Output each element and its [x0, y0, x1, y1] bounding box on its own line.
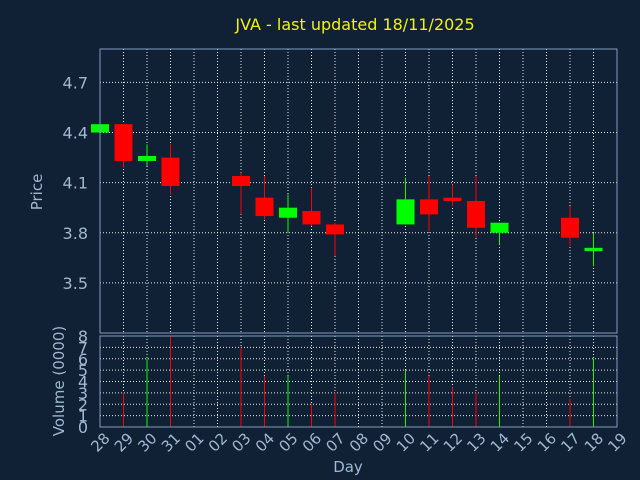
price-grid	[99, 49, 618, 333]
candles	[91, 124, 603, 267]
day-tick-label: 14	[487, 429, 513, 455]
day-tick-label: 08	[346, 429, 372, 455]
price-tick-label: 3.8	[63, 224, 88, 243]
day-tick-label: 16	[534, 429, 560, 455]
day-tick-labels: 2829303101020304050607080910111213141516…	[87, 429, 630, 455]
candle-body-day-31	[161, 157, 180, 186]
candle-body-day-30	[138, 155, 156, 161]
volume-tick-label: 5	[78, 361, 88, 380]
price-tick-label: 4.4	[63, 124, 88, 143]
price-panel-frame	[99, 48, 618, 334]
day-tick-label: 17	[557, 429, 583, 455]
day-tick-label: 10	[393, 429, 419, 455]
price-axis-label: Price	[28, 174, 46, 211]
day-tick-label: 04	[252, 429, 278, 455]
day-tick-label: 11	[416, 429, 442, 455]
price-tick-label: 4.7	[63, 73, 88, 92]
volume-panel-frame	[99, 335, 618, 428]
day-tick-label: 18	[581, 429, 607, 455]
candle-body-day-05	[279, 207, 297, 218]
volume-bars	[123, 336, 594, 427]
day-tick-label: 02	[205, 429, 231, 455]
volume-tick-label: 6	[78, 350, 88, 369]
volume-tick-label: 2	[78, 395, 88, 414]
day-tick-label: 07	[322, 429, 348, 455]
candle-body-day-17	[561, 217, 579, 238]
day-tick-label: 09	[369, 429, 395, 455]
candle-body-day-07	[326, 224, 344, 235]
candle-body-day-11	[420, 199, 438, 215]
volume-tick-label: 8	[78, 327, 88, 346]
candle-body-day-13	[467, 201, 485, 228]
day-tick-label: 15	[510, 429, 536, 455]
price-tick-label: 4.1	[63, 174, 88, 193]
volume-tick-label: 7	[78, 338, 88, 357]
day-tick-label: 13	[463, 429, 489, 455]
candle-body-day-03	[232, 175, 250, 186]
day-tick-label: 29	[111, 429, 137, 455]
day-tick-label: 12	[440, 429, 466, 455]
x-axis-label: Day	[333, 458, 363, 476]
volume-tick-label: 0	[78, 418, 88, 437]
day-tick-label: 01	[181, 429, 207, 455]
day-tick-label: 05	[275, 429, 301, 455]
volume-tick-label: 4	[78, 373, 88, 392]
day-tick-label: 19	[604, 429, 630, 455]
price-tick-labels: 3.5 3.8 4.1 4.4 4.7	[63, 73, 88, 292]
candle-body-day-29	[114, 124, 133, 161]
candle-body-day-12	[443, 197, 462, 202]
day-tick-label: 03	[228, 429, 254, 455]
chart-title: JVA - last updated 18/11/2025	[234, 15, 474, 34]
price-tick-label: 3.5	[63, 274, 88, 293]
volume-tick-label: 3	[78, 384, 88, 403]
day-tick-label: 30	[134, 429, 160, 455]
candle-body-day-10	[396, 199, 415, 225]
candle-body-day-06	[302, 211, 321, 225]
day-tick-label: 06	[299, 429, 325, 455]
volume-tick-label: 1	[78, 407, 88, 426]
candle-body-day-04	[255, 197, 274, 217]
day-tick-label: 28	[87, 429, 113, 455]
volume-axis-label: Volume (0000)	[50, 326, 68, 436]
volume-grid	[99, 336, 618, 427]
candle-body-day-14	[490, 222, 509, 233]
day-tick-label: 31	[158, 429, 184, 455]
candle-body-day-18	[584, 247, 603, 252]
